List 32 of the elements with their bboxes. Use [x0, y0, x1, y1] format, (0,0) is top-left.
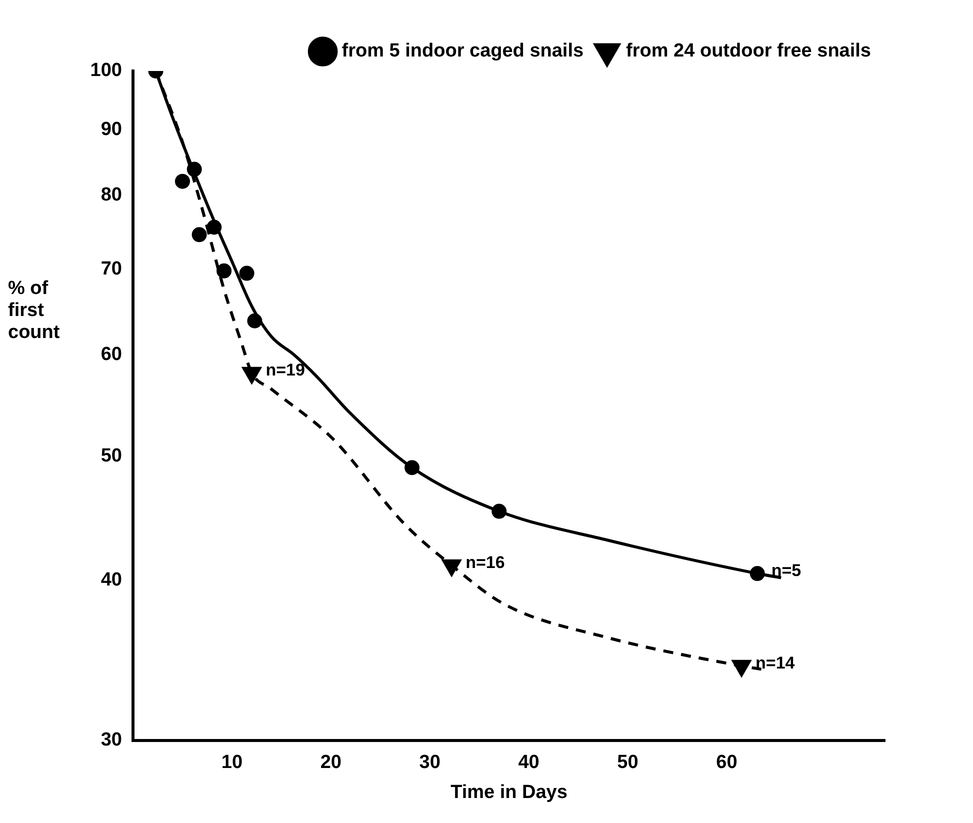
legend-label: from 24 outdoor free snails [626, 40, 872, 62]
y-axis-title: % of first count [8, 278, 61, 344]
point [174, 174, 190, 189]
annotation: n=5 [771, 561, 802, 580]
y-tick-label: 100 [90, 60, 122, 82]
point [492, 504, 507, 519]
x-tick-label: 30 [419, 752, 440, 774]
point [750, 566, 765, 582]
y-tick-label: 90 [100, 118, 122, 140]
point [404, 460, 420, 476]
y-tick-label: 80 [100, 184, 122, 206]
point [216, 263, 232, 278]
point [247, 313, 262, 328]
y-tick-label: 60 [100, 344, 122, 366]
x-tick-label: 10 [221, 752, 243, 774]
y-tick-label: 70 [100, 258, 122, 280]
point [186, 162, 202, 177]
x-tick-label: 40 [518, 752, 540, 774]
x-tick-label: 20 [320, 752, 342, 774]
x-axis-title: Time in Days [450, 782, 568, 803]
annotation: n=19 [266, 360, 305, 380]
y-tick-label: 40 [100, 570, 122, 591]
point [206, 220, 222, 235]
annotation: n=14 [756, 654, 796, 673]
annotation: n=16 [466, 553, 505, 572]
x-tick-label: 60 [716, 752, 738, 774]
point [192, 227, 207, 242]
y-tick-label: 50 [100, 446, 122, 467]
x-tick-label: 50 [617, 752, 638, 774]
legend-label: from 5 indoor caged snails [342, 40, 584, 62]
y-tick-label: 30 [100, 730, 122, 751]
point [239, 266, 254, 281]
